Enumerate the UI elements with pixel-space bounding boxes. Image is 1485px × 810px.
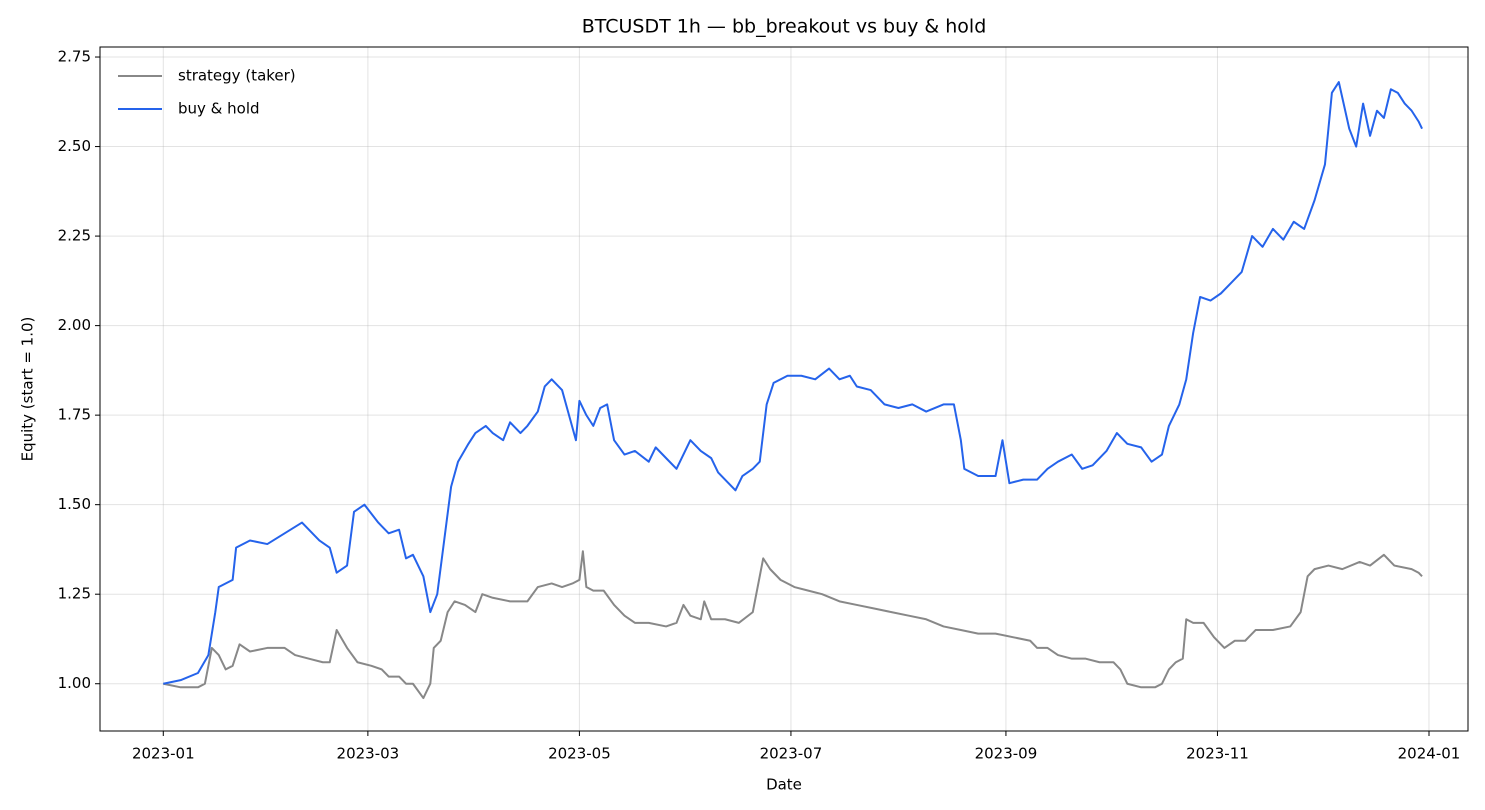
x-tick-label: 2023-07 — [760, 745, 823, 763]
chart-title: BTCUSDT 1h — bb_breakout vs buy & hold — [582, 16, 987, 38]
y-tick-label: 2.25 — [58, 227, 91, 245]
y-tick-label: 1.75 — [58, 406, 91, 424]
x-tick-label: 2023-03 — [337, 745, 400, 763]
x-tick-label: 2024-01 — [1398, 745, 1461, 763]
x-tick-label: 2023-01 — [132, 745, 195, 763]
y-tick-label: 1.25 — [58, 585, 91, 603]
y-tick-label: 2.75 — [58, 48, 91, 66]
x-axis-label: Date — [766, 776, 802, 794]
legend-label: buy & hold — [178, 100, 260, 118]
y-tick-label: 2.00 — [58, 316, 91, 334]
series-line — [163, 81, 1423, 685]
x-tick-label: 2023-05 — [548, 745, 611, 763]
y-tick-label: 1.50 — [58, 495, 91, 513]
legend-label: strategy (taker) — [178, 67, 296, 85]
y-axis-label: Equity (start = 1.0) — [19, 317, 37, 462]
x-tick-label: 2023-11 — [1186, 745, 1249, 763]
y-tick-label: 1.00 — [58, 674, 91, 692]
y-tick-label: 2.50 — [58, 137, 91, 155]
x-tick-label: 2023-09 — [975, 745, 1038, 763]
series-line — [163, 550, 1423, 700]
plot-frame — [99, 46, 1469, 732]
